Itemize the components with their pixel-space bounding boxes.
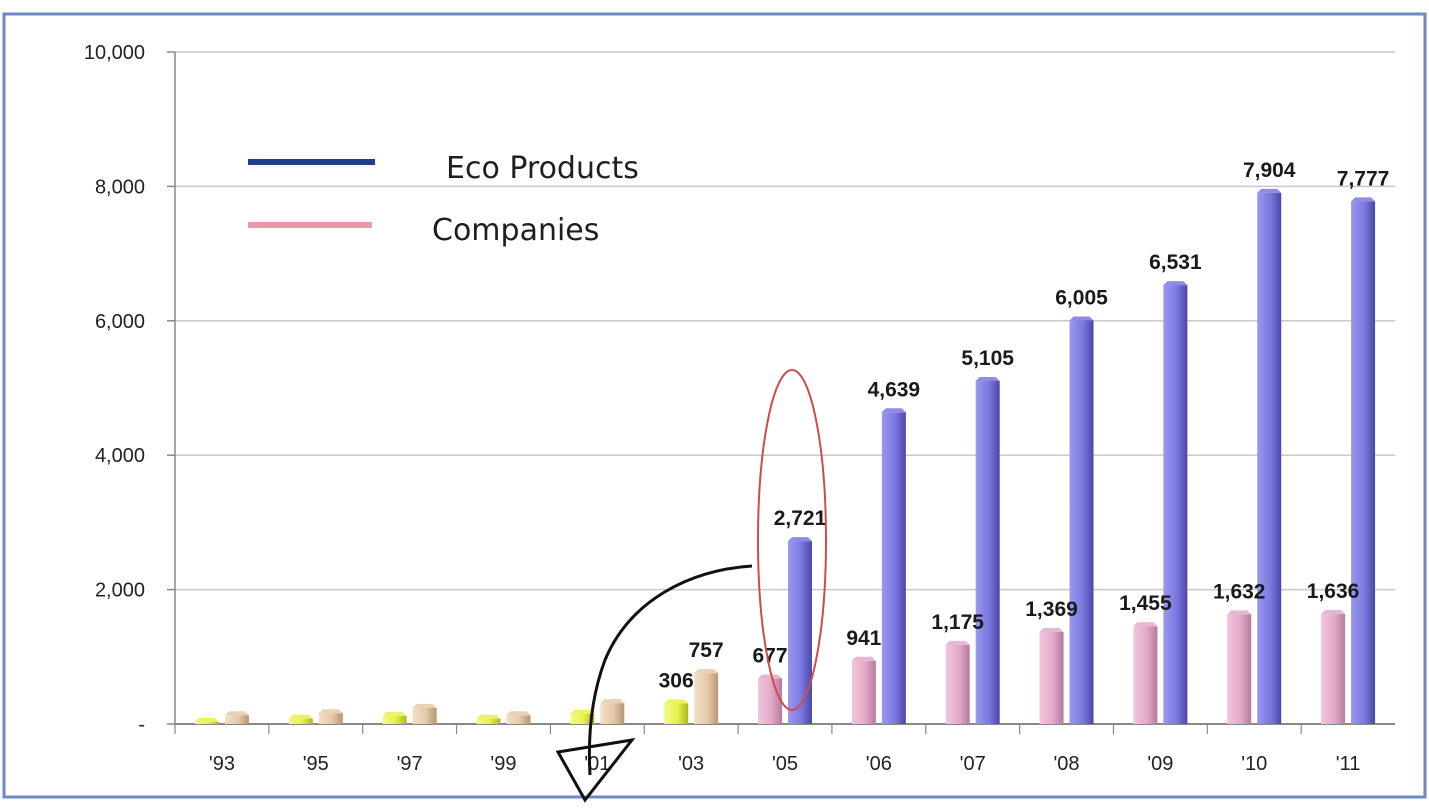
data-label: 5,105 bbox=[961, 347, 1014, 370]
x-tick-label: '08 bbox=[1053, 753, 1079, 775]
bar-cap bbox=[1227, 610, 1251, 614]
bar bbox=[1163, 285, 1187, 724]
data-label: 4,639 bbox=[868, 378, 921, 401]
data-label: 1,175 bbox=[931, 611, 984, 634]
y-tick-label: 2,000 bbox=[95, 580, 145, 602]
bar bbox=[664, 703, 688, 724]
legend: Eco Products Companies bbox=[248, 151, 639, 248]
x-tick-label: '07 bbox=[960, 753, 986, 775]
legend-label-companies: Companies bbox=[432, 213, 599, 248]
data-label: 2,721 bbox=[774, 507, 827, 530]
bar-cap bbox=[1070, 316, 1094, 320]
bar bbox=[289, 719, 313, 724]
y-tick-label: 6,000 bbox=[95, 311, 145, 333]
handwritten-annotations bbox=[558, 370, 826, 800]
x-tick-label: '11 bbox=[1336, 753, 1361, 775]
data-label: 7,904 bbox=[1243, 159, 1296, 182]
x-tick-label: '10 bbox=[1241, 753, 1267, 775]
x-axis-ticks: '93'95'97'99'01'03'05'06'07'08'09'10'11 bbox=[175, 724, 1360, 775]
bar bbox=[413, 708, 437, 724]
data-label: 677 bbox=[752, 645, 787, 668]
data-label: 7,777 bbox=[1337, 167, 1390, 190]
bar-cap bbox=[946, 641, 970, 645]
data-label: 6,531 bbox=[1149, 251, 1202, 274]
bar bbox=[1133, 626, 1157, 724]
bar-cap bbox=[1321, 610, 1345, 614]
legend-label-eco-products: Eco Products bbox=[446, 151, 639, 186]
bar-cap bbox=[976, 377, 1000, 381]
gridlines bbox=[175, 52, 1395, 724]
bar bbox=[506, 715, 530, 724]
bar bbox=[1070, 320, 1094, 724]
bar bbox=[600, 703, 624, 724]
x-tick-label: '95 bbox=[303, 753, 329, 775]
y-tick-label: 10,000 bbox=[84, 42, 145, 64]
x-tick-label: '09 bbox=[1147, 753, 1173, 775]
bar bbox=[476, 719, 500, 724]
y-axis-ticks: - 2,000 4,000 6,000 8,000 10,000 bbox=[84, 42, 175, 736]
bar-cap bbox=[694, 669, 718, 673]
x-tick-label: '06 bbox=[866, 753, 892, 775]
bar-cap bbox=[788, 537, 812, 541]
data-label: 1,369 bbox=[1025, 598, 1078, 621]
y-tick-label: 4,000 bbox=[95, 445, 145, 467]
data-label: 1,636 bbox=[1307, 580, 1360, 603]
bar bbox=[694, 673, 718, 724]
bar bbox=[225, 715, 249, 724]
bar bbox=[758, 679, 782, 724]
bar-cap bbox=[506, 711, 530, 715]
bar-cap bbox=[758, 675, 782, 679]
x-tick-label: '05 bbox=[772, 753, 798, 775]
data-label: 1,632 bbox=[1213, 580, 1266, 603]
y-tick-label: - bbox=[138, 714, 145, 736]
data-label: 306 bbox=[659, 669, 694, 692]
bar-cap bbox=[664, 699, 688, 703]
bar-cap bbox=[600, 699, 624, 703]
x-tick-label: '93 bbox=[209, 753, 235, 775]
bar-cap bbox=[195, 718, 219, 722]
bar-cap bbox=[1133, 622, 1157, 626]
bar bbox=[882, 412, 906, 724]
bar bbox=[1257, 193, 1281, 724]
bar bbox=[852, 661, 876, 724]
x-tick-label: '99 bbox=[490, 753, 516, 775]
bar bbox=[788, 541, 812, 724]
y-tick-label: 8,000 bbox=[95, 176, 145, 198]
bar-cap bbox=[383, 712, 407, 716]
bar bbox=[319, 713, 343, 724]
bar-cap bbox=[1040, 628, 1064, 632]
bar-cap bbox=[882, 408, 906, 412]
bar bbox=[195, 722, 219, 724]
bar-cap bbox=[413, 704, 437, 708]
bar-cap bbox=[319, 709, 343, 713]
bar bbox=[976, 381, 1000, 724]
data-label: 1,455 bbox=[1119, 592, 1172, 615]
bar bbox=[1321, 614, 1345, 724]
data-label: 757 bbox=[689, 639, 724, 662]
data-label: 941 bbox=[846, 627, 881, 650]
bar bbox=[1227, 614, 1251, 724]
bar-cap bbox=[852, 657, 876, 661]
bar bbox=[1351, 201, 1375, 724]
bar-cap bbox=[1351, 197, 1375, 201]
bar-cap bbox=[1257, 189, 1281, 193]
bar bbox=[383, 716, 407, 724]
bar-cap bbox=[476, 715, 500, 719]
bar-cap bbox=[1163, 281, 1187, 285]
bar bbox=[1040, 632, 1064, 724]
bar-cap bbox=[225, 711, 249, 715]
x-tick-label: '03 bbox=[678, 753, 704, 775]
data-label: 6,005 bbox=[1055, 286, 1108, 309]
bar-cap bbox=[289, 715, 313, 719]
bar bbox=[946, 645, 970, 724]
x-tick-label: '97 bbox=[397, 753, 423, 775]
